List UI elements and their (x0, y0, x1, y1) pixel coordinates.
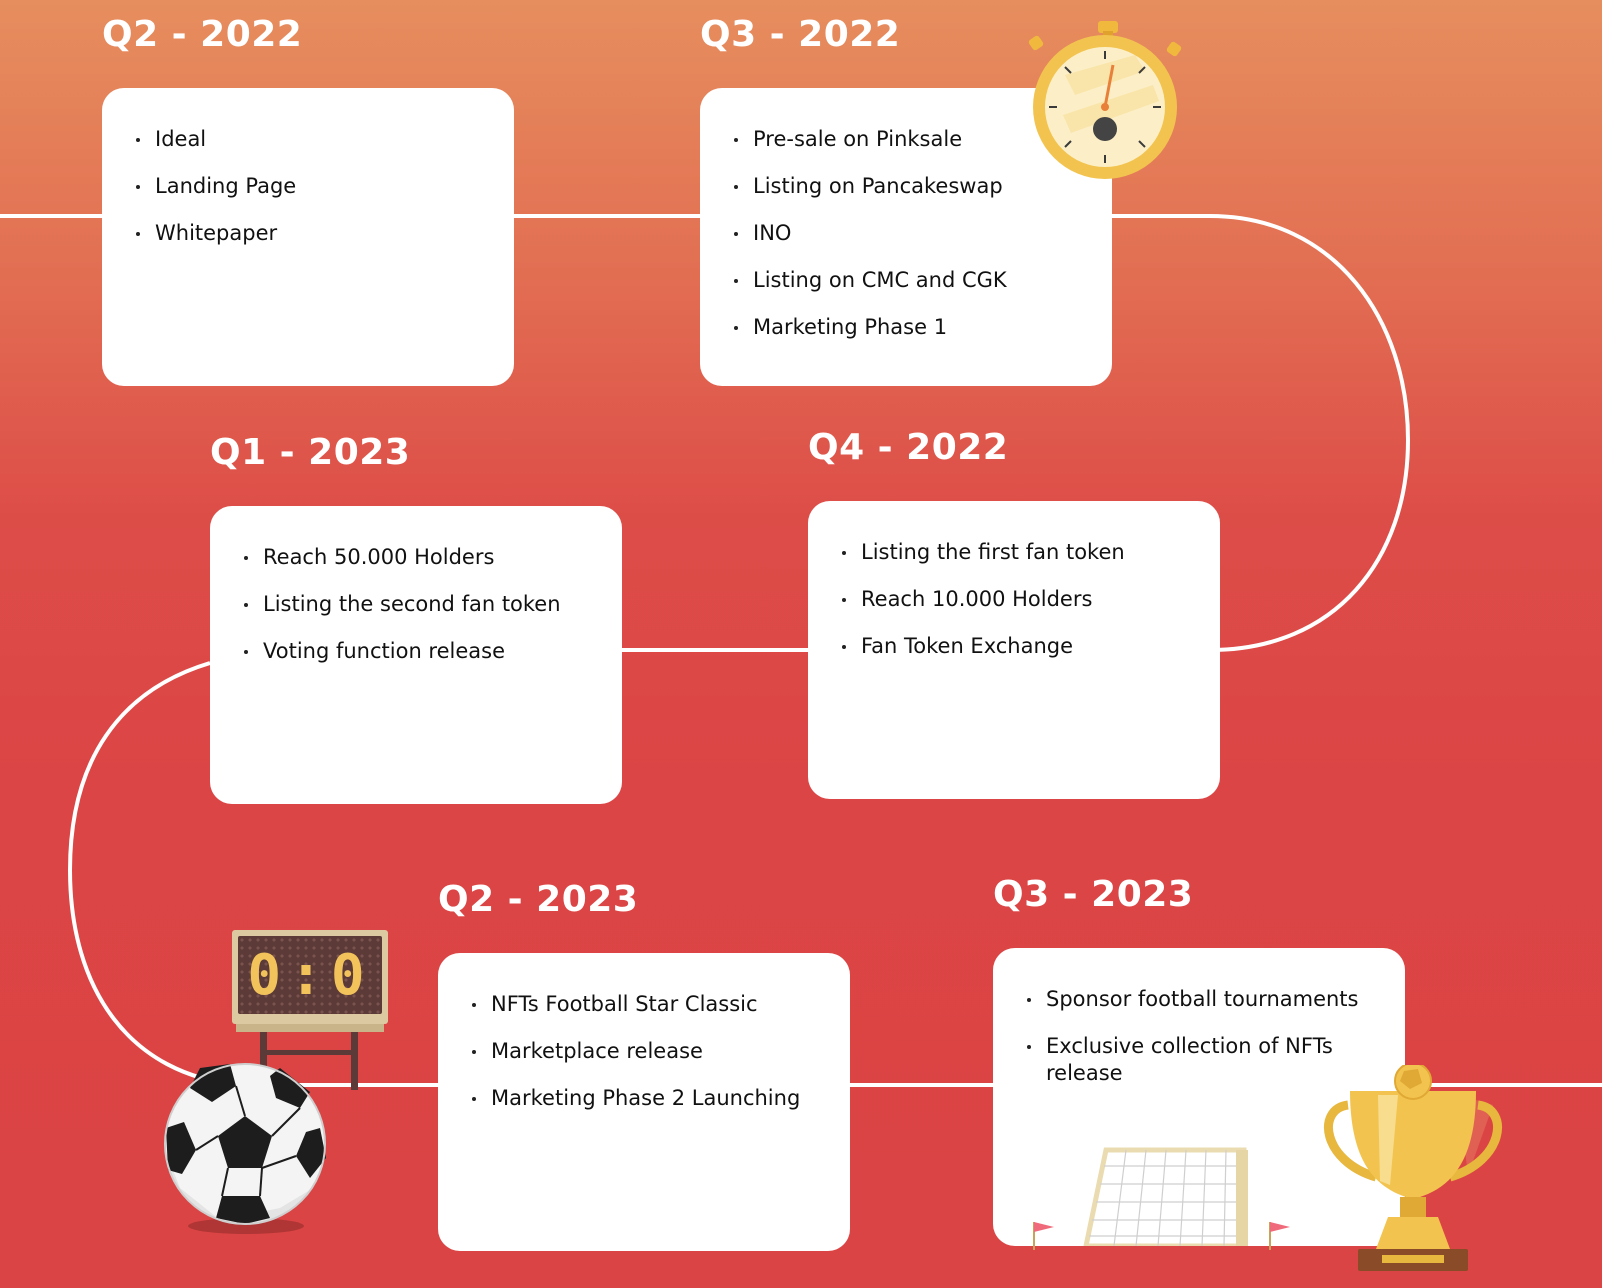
milestone-item: NFTs Football Star Classic (470, 991, 826, 1018)
football-goal-icon (1083, 1147, 1248, 1246)
roadmap-card: Pre-sale on Pinksale Listing on Pancakes… (700, 88, 1112, 386)
milestone-item: Voting function release (242, 638, 598, 665)
milestone-item: Whitepaper (134, 220, 490, 247)
milestone-item: Sponsor football tournaments (1025, 986, 1385, 1013)
quarter-heading: Q2 - 2022 (102, 14, 303, 55)
milestone-list: Reach 50.000 Holders Listing the second … (242, 544, 598, 665)
milestone-list: Ideal Landing Page Whitepaper (134, 126, 490, 247)
milestone-list: NFTs Football Star Classic Marketplace r… (470, 991, 826, 1112)
milestone-item: Landing Page (134, 173, 490, 200)
milestone-item: Fan Token Exchange (840, 633, 1196, 660)
soccer-ball-icon (164, 1063, 326, 1234)
milestone-item: Reach 50.000 Holders (242, 544, 598, 571)
milestone-item: Marketing Phase 2 Launching (470, 1085, 826, 1112)
roadmap-card: NFTs Football Star Classic Marketplace r… (438, 953, 850, 1251)
milestone-item: Exclusive collection of NFTs release (1025, 1033, 1385, 1087)
milestone-item: INO (732, 220, 1088, 247)
milestone-list: Pre-sale on Pinksale Listing on Pancakes… (732, 126, 1088, 341)
trophy-icon (1324, 1065, 1502, 1271)
quarter-heading: Q3 - 2022 (700, 14, 901, 55)
scoreboard-icon: 0:0 (232, 930, 388, 1090)
milestone-list: Sponsor football tournaments Exclusive c… (1025, 986, 1385, 1087)
milestone-list: Listing the first fan token Reach 10.000… (840, 539, 1196, 660)
roadmap-card: Sponsor football tournaments Exclusive c… (993, 948, 1405, 1246)
milestone-item: Marketing Phase 1 (732, 314, 1088, 341)
stopwatch-icon (1028, 21, 1182, 179)
roadmap-card: Ideal Landing Page Whitepaper (102, 88, 514, 386)
milestone-item: Ideal (134, 126, 490, 153)
corner-flag-icon (1033, 1222, 1054, 1250)
score-separator: : (289, 942, 331, 1008)
roadmap-card: Reach 50.000 Holders Listing the second … (210, 506, 622, 804)
roadmap-card: Listing the first fan token Reach 10.000… (808, 501, 1220, 799)
milestone-item: Pre-sale on Pinksale (732, 126, 1088, 153)
milestone-item: Listing on CMC and CGK (732, 267, 1088, 294)
milestone-item: Reach 10.000 Holders (840, 586, 1196, 613)
milestone-item: Marketplace release (470, 1038, 826, 1065)
milestone-item: Listing the second fan token (242, 591, 598, 618)
quarter-heading: Q3 - 2023 (993, 874, 1194, 915)
milestone-item: Listing the first fan token (840, 539, 1196, 566)
score-away: 0 (330, 942, 373, 1008)
milestone-item: Listing on Pancakeswap (732, 173, 1088, 200)
quarter-heading: Q2 - 2023 (438, 879, 639, 920)
quarter-heading: Q4 - 2022 (808, 427, 1009, 468)
quarter-heading: Q1 - 2023 (210, 432, 411, 473)
corner-flag-icon (1269, 1222, 1290, 1250)
score-home: 0 (247, 942, 290, 1008)
